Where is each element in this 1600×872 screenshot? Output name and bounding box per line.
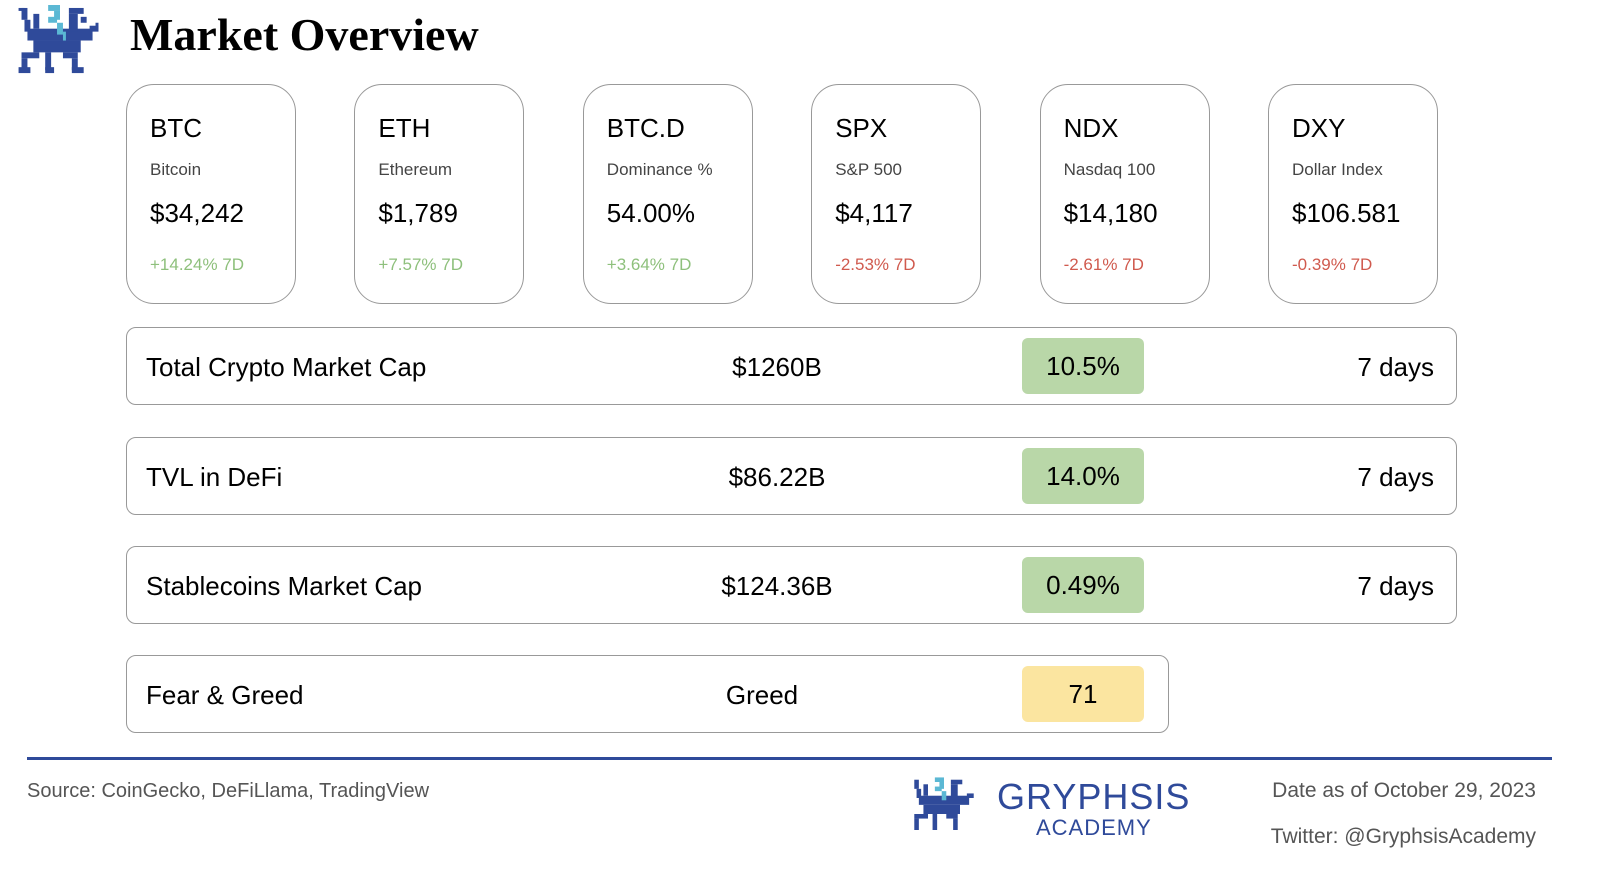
ticker-price: 54.00% <box>606 198 695 228</box>
twitter-handle: Twitter: @GryphsisAcademy <box>1270 825 1536 848</box>
ticker-change: +7.57% 7D <box>378 255 463 274</box>
metric-value: $124.36B <box>721 571 833 601</box>
ticker-name: Dominance % <box>606 160 713 179</box>
ticker-price: $14,180 <box>1063 198 1158 228</box>
ticker-change: -0.39% 7D <box>1292 255 1373 274</box>
metric-row: Total Crypto Market Cap $1260B 10.5% 7 d… <box>126 327 1457 405</box>
ticker-symbol: SPX <box>835 113 888 143</box>
fear-greed-value: Greed <box>725 680 799 710</box>
page-title: Market Overview <box>130 9 479 60</box>
ticker-symbol: NDX <box>1063 113 1119 143</box>
ticker-card-dxy: DXY Dollar Index $106.581 -0.39% 7D <box>1268 84 1438 304</box>
gryphsis-footer-logo-icon <box>914 777 974 830</box>
ticker-change: -2.53% 7D <box>835 255 916 274</box>
ticker-change: -2.61% 7D <box>1063 255 1144 274</box>
fear-greed-score: 71 <box>1022 666 1144 722</box>
ticker-name: Nasdaq 100 <box>1063 160 1156 179</box>
metric-label: TVL in DeFi <box>146 461 283 492</box>
metric-value: $1260B <box>732 352 822 382</box>
gryphon-logo-icon <box>18 5 99 74</box>
brand-subtitle: ACADEMY <box>1036 815 1152 840</box>
fear-greed-label: Fear & Greed <box>146 680 304 710</box>
ticker-name: Ethereum <box>378 160 453 179</box>
metric-change-badge: 10.5% <box>1022 338 1144 394</box>
metric-value: $86.22B <box>728 461 826 492</box>
ticker-name: Dollar Index <box>1292 160 1383 179</box>
ticker-symbol: BTC <box>150 113 202 143</box>
metric-period: 7 days <box>1357 352 1434 382</box>
metric-row: Stablecoins Market Cap $124.36B 0.49% 7 … <box>126 546 1457 624</box>
ticker-name: Bitcoin <box>150 160 202 179</box>
ticker-card-btc-d: BTC.D Dominance % 54.00% +3.64% 7D <box>582 84 753 304</box>
metric-change-badge: 14.0% <box>1022 447 1144 504</box>
ticker-price: $4,117 <box>835 198 913 228</box>
brand-name: GRYPHSIS <box>997 776 1191 817</box>
source-text: Source: CoinGecko, DeFiLlama, TradingVie… <box>27 780 430 802</box>
metric-label: Stablecoins Market Cap <box>146 571 423 601</box>
footer-divider <box>27 757 1552 760</box>
ticker-price: $34,242 <box>150 198 244 228</box>
ticker-price: $1,789 <box>378 198 458 228</box>
ticker-symbol: BTC.D <box>606 113 685 143</box>
ticker-change: +3.64% 7D <box>606 255 692 274</box>
date-text: Date as of October 29, 2023 <box>1272 779 1536 802</box>
metric-period: 7 days <box>1357 461 1434 492</box>
ticker-symbol: DXY <box>1292 113 1346 143</box>
ticker-change: +14.24% 7D <box>150 255 245 274</box>
ticker-card-btc: BTC Bitcoin $34,242 +14.24% 7D <box>126 84 296 304</box>
ticker-card-eth: ETH Ethereum $1,789 +7.57% 7D <box>354 84 525 304</box>
ticker-name: S&P 500 <box>835 160 902 179</box>
ticker-price: $106.581 <box>1292 198 1401 228</box>
metric-row: TVL in DeFi $86.22B 14.0% 7 days <box>126 436 1457 515</box>
ticker-card-spx: SPX S&P 500 $4,117 -2.53% 7D <box>811 84 982 304</box>
metric-period: 7 days <box>1357 571 1434 601</box>
metric-label: Total Crypto Market Cap <box>146 352 427 382</box>
fear-greed-row: Fear & Greed Greed 71 <box>126 655 1169 733</box>
ticker-card-ndx: NDX Nasdaq 100 $14,180 -2.61% 7D <box>1039 84 1210 304</box>
ticker-symbol: ETH <box>378 113 431 143</box>
metric-change-badge: 0.49% <box>1022 557 1144 613</box>
